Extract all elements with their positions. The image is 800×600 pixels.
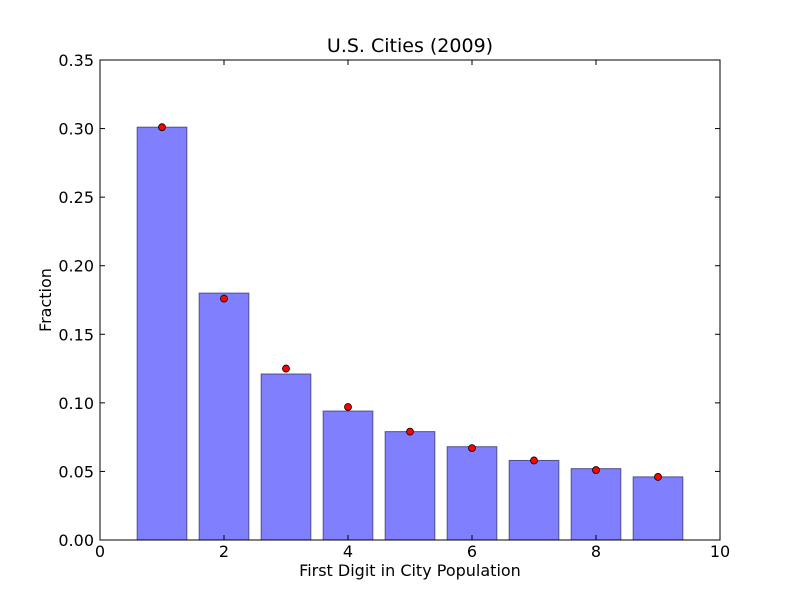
y-axis-ticks: 0.00 0.05 0.10 0.15 0.20 0.25 0.30 0.35	[58, 51, 720, 550]
point-digit-1	[158, 123, 166, 132]
bars-group	[136, 126, 684, 541]
y-tick-label: 0.00	[58, 531, 94, 550]
y-tick-label: 0.30	[58, 120, 94, 139]
bar-digit-2	[198, 292, 250, 541]
bar-digit-4	[322, 410, 374, 541]
bar-digit-3	[260, 373, 312, 541]
y-tick-label: 0.25	[58, 188, 94, 207]
y-tick-label: 0.10	[58, 394, 94, 413]
x-axis-ticks: 0 2 4 6 8 10	[95, 60, 730, 561]
points-group	[158, 123, 662, 481]
y-tick-label: 0.35	[58, 51, 94, 70]
x-tick-label: 2	[219, 542, 229, 561]
bar-digit-6	[446, 446, 498, 541]
bar-digit-9	[632, 476, 684, 541]
chart-title: U.S. Cities (2009)	[327, 35, 493, 57]
bar-digit-1	[136, 126, 188, 541]
bar-digit-5	[384, 431, 436, 541]
bar-digit-8	[570, 468, 622, 541]
bar-digit-7	[508, 459, 560, 541]
x-tick-label: 10	[710, 542, 730, 561]
point-digit-9	[654, 473, 662, 481]
point-digit-5	[406, 427, 414, 436]
point-digit-2	[220, 294, 228, 303]
point-digit-3	[282, 364, 290, 373]
point-digit-6	[468, 444, 476, 453]
point-digit-4	[344, 403, 352, 411]
x-tick-label: 8	[591, 542, 601, 561]
y-tick-label: 0.20	[58, 257, 94, 276]
x-tick-label: 0	[95, 542, 105, 561]
x-tick-label: 6	[467, 542, 477, 561]
x-tick-label: 4	[343, 542, 353, 561]
x-axis-label: First Digit in City Population	[299, 561, 521, 580]
plot-frame	[99, 59, 721, 541]
y-tick-label: 0.15	[58, 325, 94, 344]
point-digit-8	[592, 466, 600, 474]
y-tick-label: 0.05	[58, 462, 94, 481]
y-axis-label: Fraction	[36, 268, 55, 332]
point-digit-7	[530, 456, 538, 465]
